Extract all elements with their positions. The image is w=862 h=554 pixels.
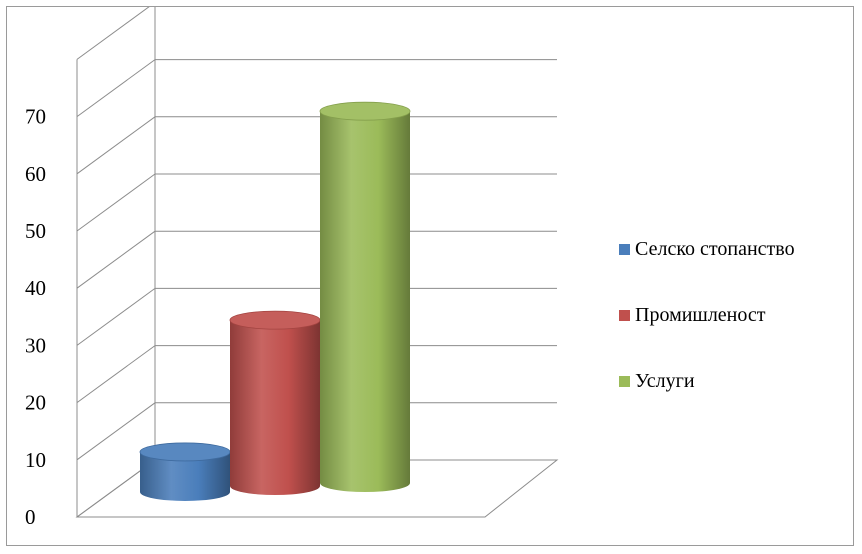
legend-label-agriculture: Селско стопанство <box>635 237 795 260</box>
gridline-side <box>76 173 156 232</box>
gridline-side <box>76 287 156 346</box>
gridline-side <box>76 116 156 175</box>
bar-industry <box>229 310 321 495</box>
chart-plot: 0 10 20 30 40 50 60 70 <box>25 7 559 529</box>
y-tick-label: 20 <box>25 391 46 415</box>
bar-agriculture <box>139 442 231 501</box>
legend-label-services: Услуги <box>635 369 695 392</box>
y-tick-label: 70 <box>25 105 46 129</box>
cylinder-top <box>319 101 411 121</box>
y-tick-label: 60 <box>25 162 46 186</box>
y-tick-label: 0 <box>25 505 36 529</box>
y-tick-label: 10 <box>25 448 46 472</box>
legend-swatch-services <box>619 375 630 387</box>
cylinder-body <box>140 451 230 501</box>
cylinder-body <box>230 320 320 495</box>
bar-services <box>319 101 411 492</box>
legend-item-agriculture: Селско стопанство <box>619 237 795 261</box>
legend-item-services: Услуги <box>619 369 795 393</box>
gridline-side <box>76 7 150 60</box>
gridline-side <box>76 345 156 404</box>
y-tick-label: 30 <box>25 333 46 357</box>
legend-label-industry: Промишленост <box>635 303 766 326</box>
cylinder-top <box>229 310 321 330</box>
legend-item-industry: Промишленост <box>619 303 795 327</box>
legend-swatch-industry <box>619 309 630 321</box>
chart-frame: 0 10 20 30 40 50 60 70 Селско стопанство Промиш… <box>6 6 854 546</box>
cylinder-top <box>139 442 231 462</box>
y-tick-label: 40 <box>25 276 46 300</box>
legend-swatch-agriculture <box>619 243 630 255</box>
y-tick-label: 50 <box>25 219 46 243</box>
gridline-side <box>76 402 156 461</box>
gridline-side <box>76 230 156 289</box>
legend: Селско стопанство Промишленост Услуги <box>619 237 795 435</box>
gridline-side <box>76 59 156 118</box>
cylinder-body <box>320 111 410 492</box>
